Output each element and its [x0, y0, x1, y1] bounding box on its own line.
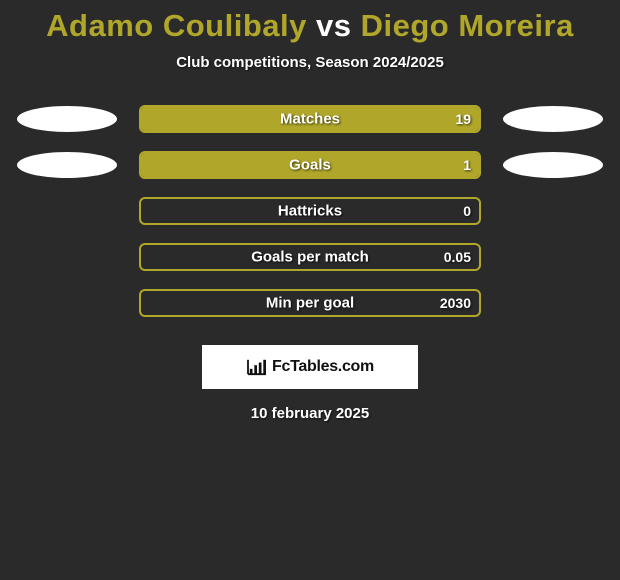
left-ellipse	[17, 106, 117, 132]
stat-bar: Goals1	[139, 151, 481, 179]
stat-label: Goals per match	[141, 249, 479, 266]
stat-label: Min per goal	[141, 295, 479, 312]
stat-bar: Goals per match0.05	[139, 243, 481, 271]
stat-row: Goals1	[17, 151, 603, 179]
stats-container: Matches19 Goals1 Hattricks0 Goals per match…	[17, 105, 603, 335]
stat-value-right: 2030	[440, 295, 471, 311]
right-ellipse	[503, 106, 603, 132]
stat-row: Hattricks0	[17, 197, 603, 225]
date-text: 10 february 2025	[251, 405, 369, 422]
brand-badge: FcTables.com	[202, 345, 418, 389]
stat-row: Min per goal2030	[17, 289, 603, 317]
brand-text: FcTables.com	[272, 358, 374, 376]
left-ellipse	[17, 152, 117, 178]
brand-chart-icon	[246, 358, 268, 376]
stat-row: Goals per match0.05	[17, 243, 603, 271]
title-player2: Diego Moreira	[361, 8, 574, 43]
stat-bar: Min per goal2030	[139, 289, 481, 317]
title-player1: Adamo Coulibaly	[46, 8, 307, 43]
stat-bar-fill	[141, 107, 479, 131]
stat-value-right: 0	[463, 203, 471, 219]
stat-label: Hattricks	[141, 203, 479, 220]
subtitle: Club competitions, Season 2024/2025	[176, 54, 444, 71]
stat-bar: Hattricks0	[139, 197, 481, 225]
right-ellipse	[503, 152, 603, 178]
title-vs: vs	[316, 8, 351, 43]
stat-value-right: 0.05	[444, 249, 471, 265]
stat-row: Matches19	[17, 105, 603, 133]
page-title: Adamo Coulibaly vs Diego Moreira	[46, 8, 574, 44]
stat-bar-fill	[141, 153, 479, 177]
stat-bar: Matches19	[139, 105, 481, 133]
